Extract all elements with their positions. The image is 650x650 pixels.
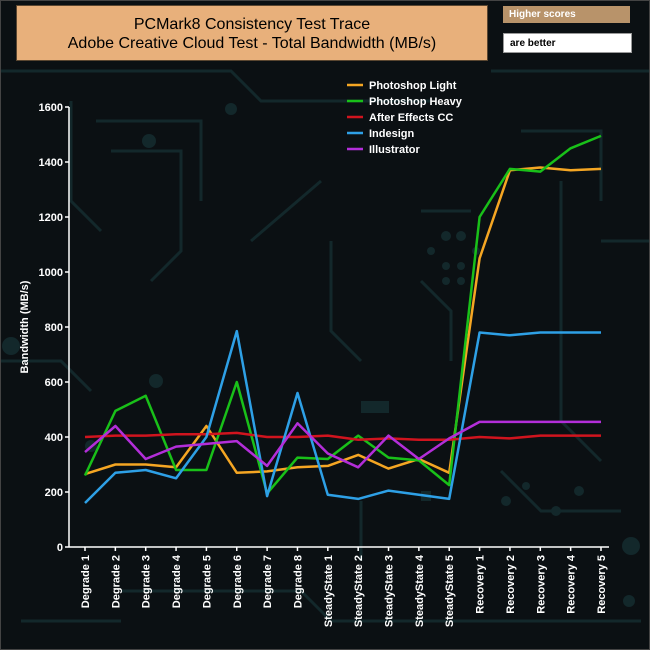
legend-label: After Effects CC [369, 112, 453, 124]
y-tick-label: 200 [45, 487, 63, 499]
chart-legend: Photoshop Light Photoshop Heavy After Eff… [347, 80, 463, 156]
series-lines [83, 134, 602, 504]
series-line-indesign [84, 329, 601, 504]
x-tick-label: Degrade 5 [201, 555, 213, 608]
chart-title: PCMark8 Consistency Test Trace [133, 16, 371, 33]
x-tick-label: SteadyState 2 [353, 555, 365, 627]
x-tick-label: Recovery 2 [505, 555, 517, 614]
higher-scores-badge: Higher scores [503, 6, 630, 23]
chart-subtitle: Adobe Creative Cloud Test - Total Bandwi… [67, 35, 437, 52]
legend-label: Illustrator [369, 144, 420, 156]
are-better-badge: are better [503, 33, 632, 53]
y-tick-label: 800 [45, 322, 63, 334]
x-axis-ticks: Degrade 1 Degrade 2 Degrade 3 Degrade 4 Degr… [80, 547, 608, 627]
y-tick-label: 1200 [39, 212, 63, 224]
x-tick-label: Recovery 1 [475, 555, 487, 614]
x-tick-label: SteadyState 3 [384, 555, 396, 627]
y-tick-label: 0 [57, 542, 63, 554]
y-tick-label: 600 [45, 377, 63, 389]
x-tick-label: SteadyState 1 [323, 555, 335, 627]
chart-axes [68, 107, 609, 548]
x-tick-label: Degrade 6 [232, 555, 244, 608]
x-tick-label: Recovery 4 [566, 554, 578, 614]
chart-title-box: PCMark8 Consistency Test Trace Adobe Cre… [16, 5, 488, 61]
y-tick-label: 1400 [39, 157, 63, 169]
y-tick-label: 1600 [39, 102, 63, 114]
y-tick-label: 400 [45, 432, 63, 444]
series-line-photoshop-light [84, 166, 602, 476]
x-tick-label: Degrade 3 [141, 555, 153, 608]
y-axis-title: Bandwidth (MB/s) [19, 280, 31, 373]
series-line-illustrator [84, 420, 601, 469]
x-tick-label: Degrade 1 [80, 555, 92, 608]
y-axis-ticks: 0 200 400 600 800 1000 1200 1400 1600 [39, 102, 69, 554]
series-line-photoshop-heavy [83, 134, 602, 495]
x-tick-label: Recovery 5 [596, 555, 608, 614]
x-tick-label: SteadyState 4 [414, 554, 426, 627]
x-tick-label: Degrade 8 [292, 555, 304, 608]
series-line-after-effects-cc [84, 431, 601, 442]
x-tick-label: Degrade 7 [262, 555, 274, 608]
legend-label: Photoshop Heavy [369, 96, 463, 108]
x-tick-label: Degrade 2 [110, 555, 122, 608]
x-tick-label: Degrade 4 [171, 554, 183, 608]
y-tick-label: 1000 [39, 267, 63, 279]
x-tick-label: SteadyState 5 [444, 555, 456, 627]
legend-label: Photoshop Light [369, 80, 457, 92]
legend-label: Indesign [369, 128, 415, 140]
x-tick-label: Recovery 3 [535, 555, 547, 614]
